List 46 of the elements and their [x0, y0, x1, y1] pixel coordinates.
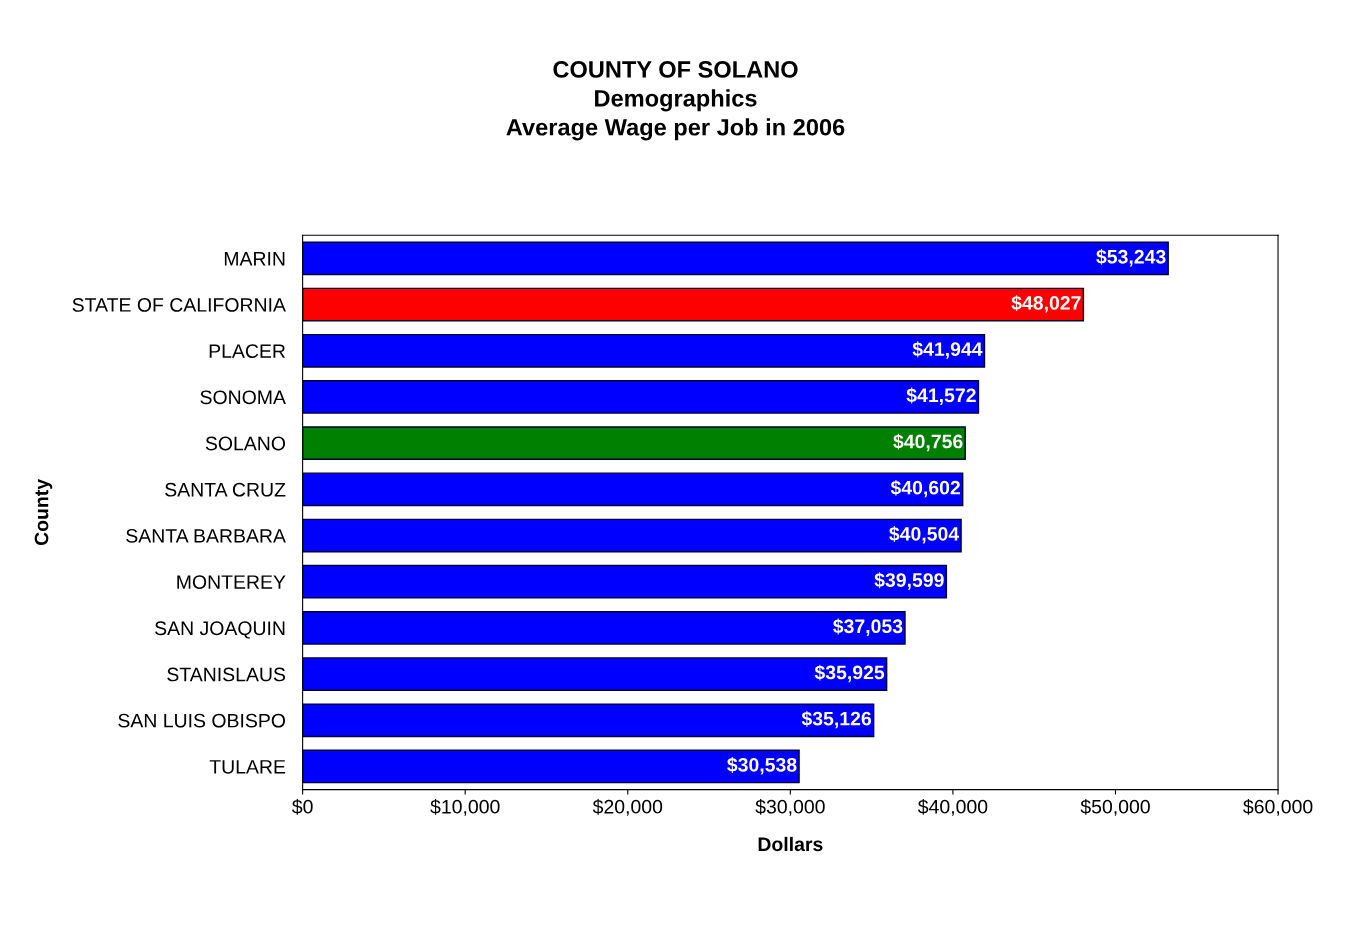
- x-tick-label: $0: [292, 798, 313, 815]
- x-tick-label: $60,000: [1243, 798, 1313, 816]
- y-tick-label: SOLANO: [205, 436, 286, 451]
- bar: [302, 611, 906, 645]
- x-tick-label: $40,000: [917, 798, 988, 816]
- chart-title: COUNTY OF SOLANO Demographics Average Wage per Job in 2006: [506, 61, 845, 141]
- y-tick-label: MONTEREY: [177, 575, 286, 589]
- data-label: $40,756: [893, 433, 963, 452]
- y-tick-label: SONOMA: [200, 390, 286, 405]
- y-tick-label: STATE OF CALIFORNIA: [72, 298, 286, 312]
- x-tick-label: $50,000: [1080, 798, 1150, 816]
- data-label: $35,925: [814, 664, 885, 683]
- bar: [302, 564, 948, 599]
- y-tick-label: PLACER: [209, 344, 286, 358]
- bar: [302, 333, 986, 368]
- bar: [302, 472, 964, 507]
- bar: [302, 657, 888, 691]
- data-label: $41,944: [912, 341, 983, 359]
- y-tick-label: SANTA CRUZ: [165, 482, 286, 497]
- data-label: $30,538: [727, 757, 797, 775]
- data-label: $48,027: [1011, 295, 1081, 313]
- data-label: $35,126: [801, 710, 872, 729]
- x-tick-label: $10,000: [430, 798, 500, 816]
- bar: [302, 703, 875, 738]
- bar: [302, 241, 1169, 276]
- y-tick-label: SAN JOAQUIN: [155, 621, 285, 639]
- data-label: $41,572: [906, 387, 976, 405]
- data-label: $40,602: [890, 479, 960, 498]
- bar: [302, 749, 800, 784]
- data-label: $37,053: [833, 618, 903, 636]
- bar: [302, 518, 962, 553]
- bar: [302, 380, 980, 414]
- x-axis-title: Dollars: [758, 836, 823, 852]
- data-label: $40,504: [889, 526, 960, 544]
- data-label: $39,599: [874, 572, 944, 590]
- bar: [302, 426, 966, 461]
- y-tick-label: TULARE: [209, 760, 286, 774]
- y-tick-label: SAN LUIS OBISPO: [118, 713, 286, 728]
- x-tick-label: $20,000: [592, 798, 663, 816]
- x-tick-label: $30,000: [755, 798, 825, 816]
- y-axis-title: County: [34, 479, 53, 546]
- bar: [302, 287, 1085, 322]
- y-tick-label: SANTA BARBARA: [126, 528, 286, 543]
- y-tick-label: STANISLAUS: [167, 667, 286, 682]
- data-label: $53,243: [1096, 248, 1166, 267]
- y-tick-label: MARIN: [224, 252, 285, 266]
